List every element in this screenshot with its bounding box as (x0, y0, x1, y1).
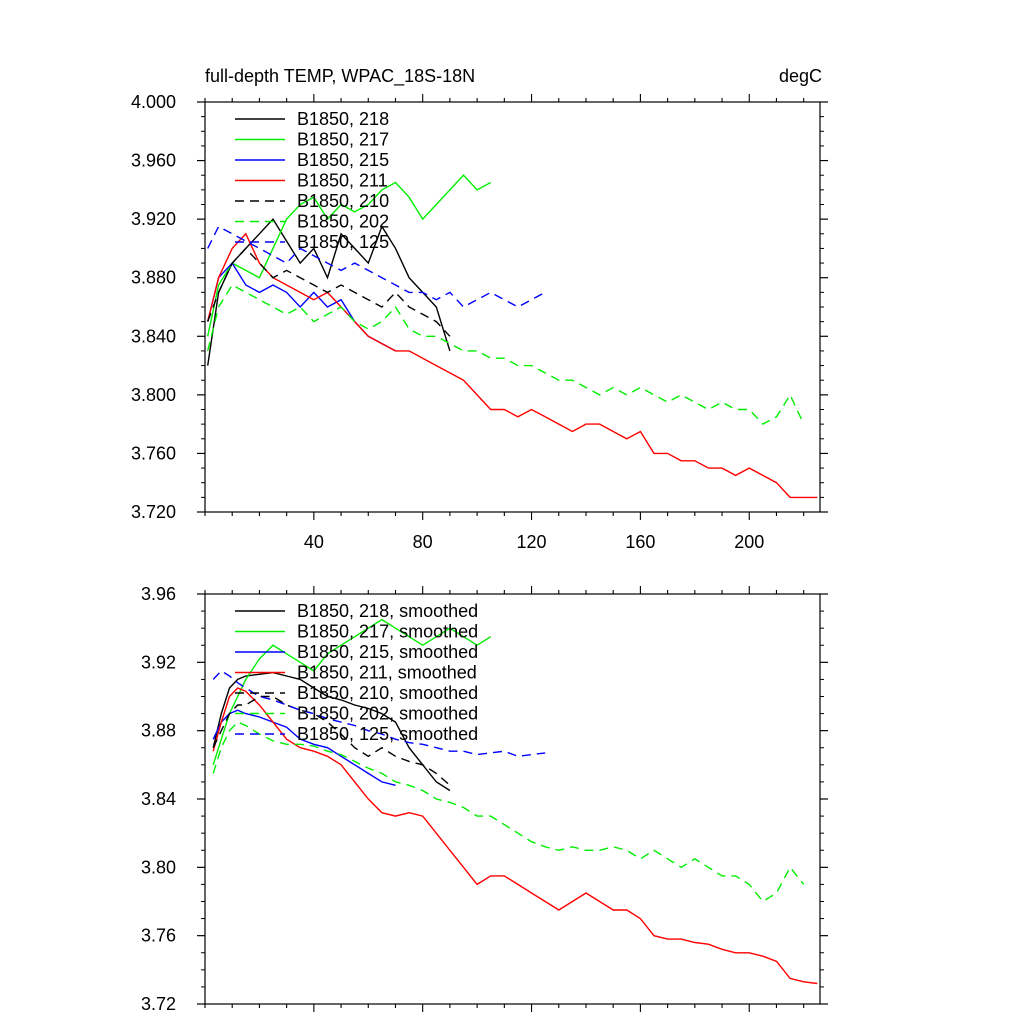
legend-label: B1850, 217, smoothed (297, 622, 478, 642)
y-tick-label: 3.92 (141, 652, 176, 672)
y-tick-label: 3.88 (141, 721, 176, 741)
chart-title: full-depth TEMP, WPAC_18S-18N (205, 66, 475, 87)
series-group (212, 618, 818, 985)
x-tick-label: 40 (304, 532, 324, 552)
legend-label: B1850, 125 (297, 232, 389, 252)
bottom-panel: 3.72 3.76 3.80 3.84 3.88 3.92 3.96 B1850, 218, … (141, 584, 828, 1014)
y-tick-label: 3.84 (141, 789, 176, 809)
legend-label: B1850, 211 (297, 171, 388, 191)
legend-label: B1850, 202, smoothed (297, 704, 478, 724)
legend-label: B1850, 125, smoothed (297, 724, 478, 744)
series-line-2 (207, 261, 396, 352)
y-tick-label: 3.880 (131, 268, 176, 288)
series-line-6 (212, 670, 546, 758)
y-tick-label: 3.76 (141, 926, 176, 946)
y-tick-label: 3.96 (141, 584, 176, 604)
legend-label: B1850, 210, smoothed (297, 683, 478, 703)
legend-label: B1850, 215, smoothed (297, 642, 478, 662)
x-tick-label: 120 (517, 532, 547, 552)
legend-label: B1850, 218 (297, 109, 389, 129)
legend-label: B1850, 215 (297, 150, 389, 170)
series-line-3 (207, 232, 818, 499)
legend-label: B1850, 211, smoothed (297, 663, 477, 683)
legend-label: B1850, 210 (297, 191, 389, 211)
y-tick-label: 3.72 (141, 994, 176, 1014)
y-tick-label: 3.760 (131, 443, 176, 463)
x-tick-label: 200 (734, 532, 764, 552)
y-tick-label: 3.80 (141, 857, 176, 877)
series-line-2 (212, 709, 396, 786)
series-group (207, 174, 818, 499)
y-tick-label: 3.960 (131, 151, 176, 171)
series-line-5 (212, 721, 805, 903)
series-line-5 (207, 284, 805, 425)
series-line-6 (207, 225, 546, 308)
y-tick-label: 3.920 (131, 209, 176, 229)
series-line-1 (207, 174, 492, 337)
x-tick-label: 80 (413, 532, 433, 552)
x-tick-label: 160 (625, 532, 655, 552)
legend-label: B1850, 218, smoothed (297, 601, 478, 621)
top-panel: 3.720 3.760 3.800 3.840 3.880 3.920 3.960 4.000… (131, 92, 828, 552)
y-tick-label: 3.800 (131, 385, 176, 405)
legend-label: B1850, 202 (297, 212, 389, 232)
legend-label: B1850, 217 (297, 130, 389, 150)
series-line-0 (212, 671, 451, 792)
units-label: degC (779, 66, 822, 86)
y-tick-label: 4.000 (131, 92, 176, 112)
series-line-4 (207, 247, 451, 337)
series-line-1 (212, 618, 492, 766)
y-tick-label: 3.840 (131, 326, 176, 346)
y-tick-label: 3.720 (131, 502, 176, 522)
series-line-4 (212, 695, 451, 786)
